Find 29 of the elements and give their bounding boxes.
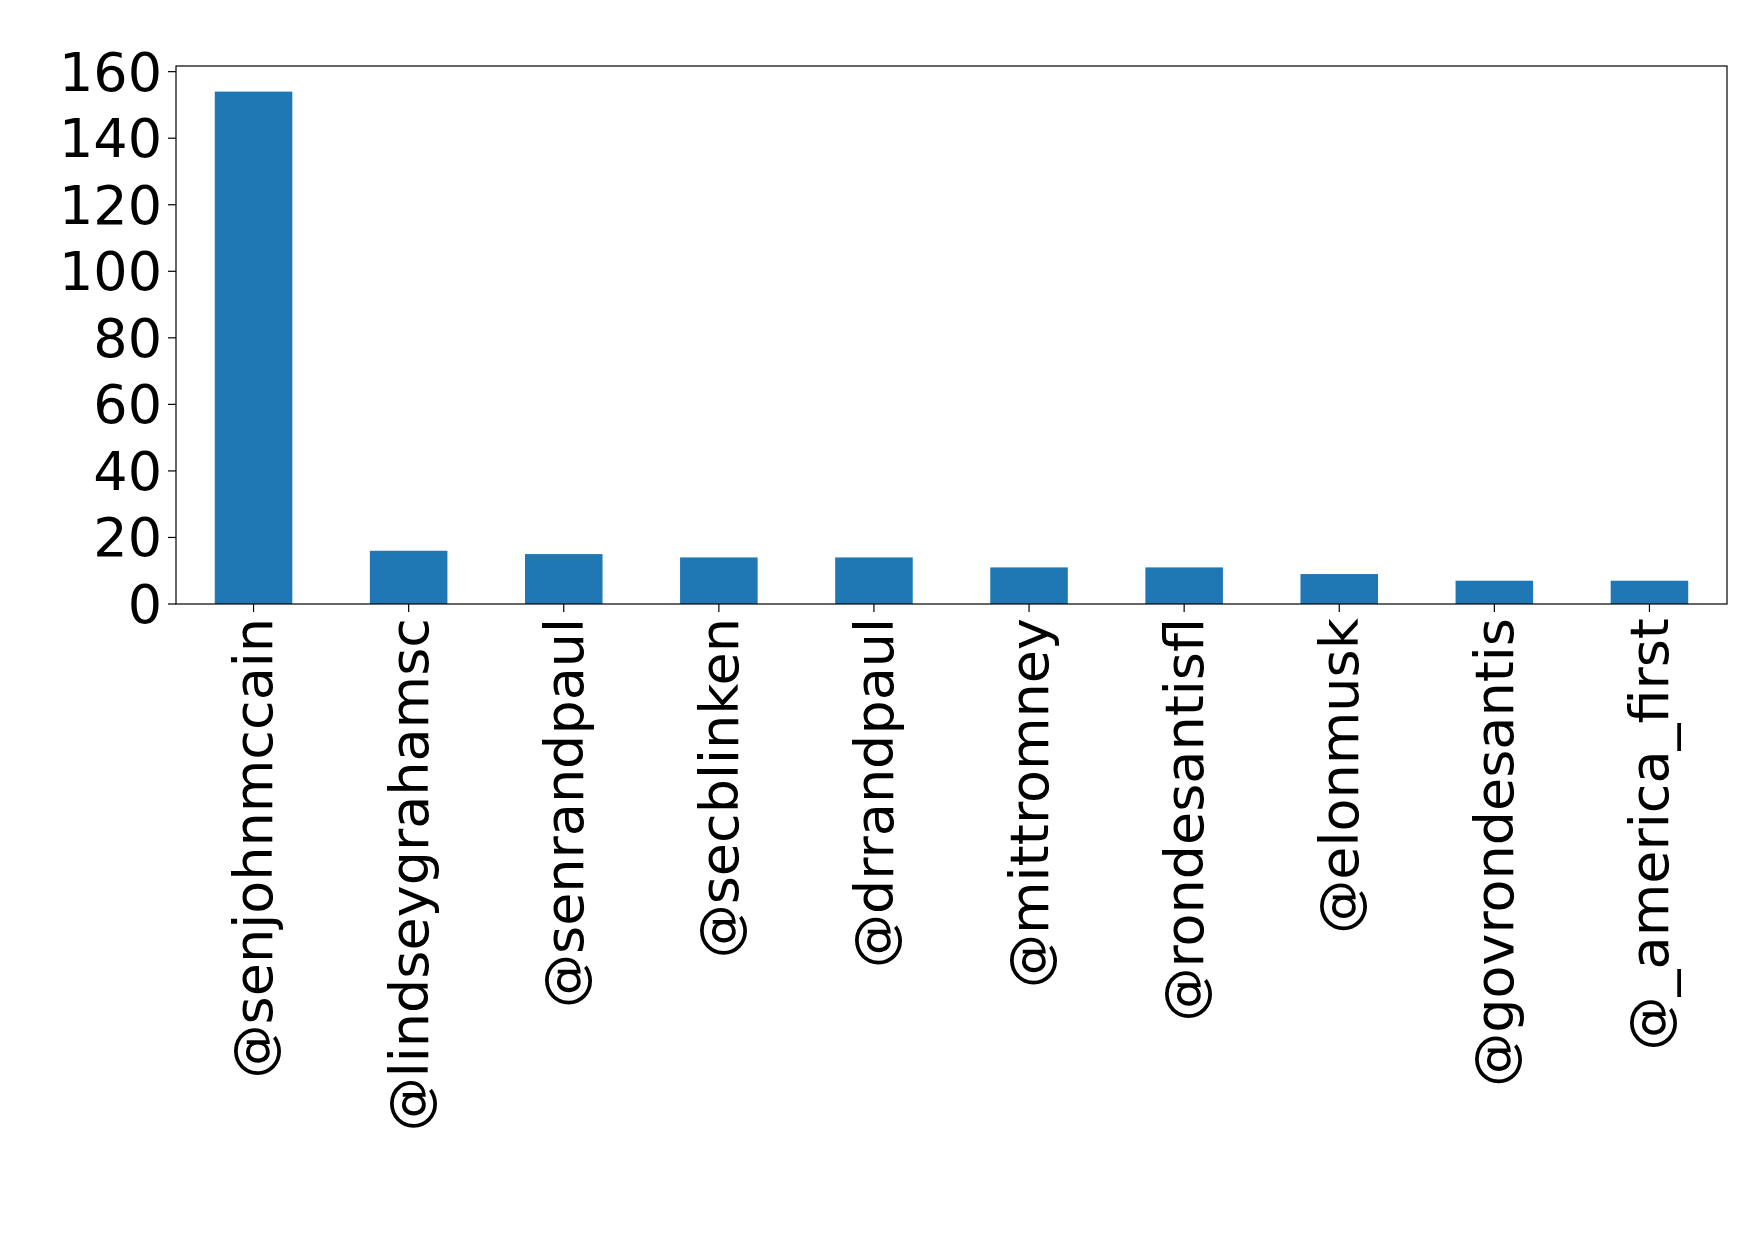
bar xyxy=(680,557,758,604)
x-tick-label: @govrondesantis xyxy=(1463,618,1527,1087)
y-tick-label: 100 xyxy=(58,240,162,304)
bar xyxy=(835,557,913,604)
x-tick-label: @senjohnmccain xyxy=(222,618,286,1079)
y-tick-label: 120 xyxy=(58,173,162,237)
y-tick-label: 40 xyxy=(93,439,162,503)
bar xyxy=(1300,574,1379,604)
x-tick-label: @senrandpaul xyxy=(532,618,596,1008)
x-tick-label: @lindseygrahamsc xyxy=(377,618,441,1132)
bar xyxy=(990,567,1068,604)
x-tick-label: @drrandpaul xyxy=(842,618,906,968)
bar xyxy=(524,554,603,604)
bar xyxy=(214,91,293,604)
bar xyxy=(1610,580,1689,604)
y-tick-label: 80 xyxy=(93,306,162,370)
bar xyxy=(1145,567,1223,604)
y-tick-label: 20 xyxy=(93,506,162,570)
y-tick-label: 0 xyxy=(127,572,162,636)
bar xyxy=(1455,580,1534,604)
y-tick-label: 140 xyxy=(58,107,162,171)
x-tick-label: @rondesantisfl xyxy=(1153,618,1217,1022)
bar xyxy=(369,550,448,604)
x-tick-label: @elonmusk xyxy=(1308,617,1372,934)
y-tick-label: 60 xyxy=(93,373,162,437)
x-tick-label: @secblinken xyxy=(687,618,751,959)
x-tick-label: @_america_first xyxy=(1618,618,1682,1051)
y-tick-label: 160 xyxy=(58,40,162,104)
x-tick-label: @mittromney xyxy=(997,618,1061,989)
